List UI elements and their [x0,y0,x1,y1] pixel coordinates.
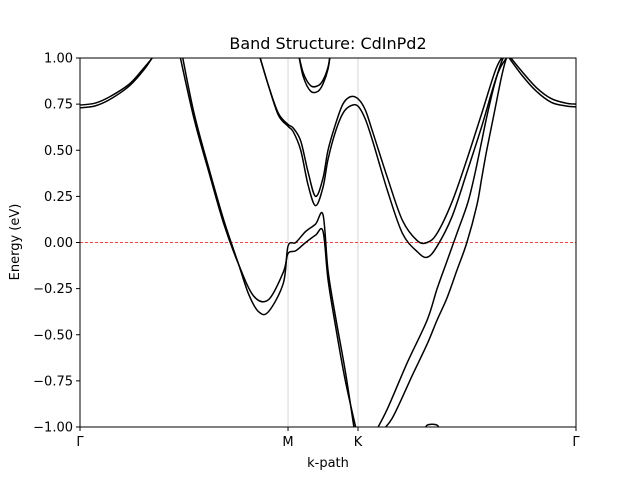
x-tick-label: M [282,435,293,450]
band-line-6 [259,58,508,259]
band-line-5 [259,58,503,245]
y-tick-label: −0.25 [33,282,73,297]
y-tick-label: 0.50 [44,144,73,159]
x-tick-label: Γ [76,435,84,450]
y-tick-label: −0.50 [33,328,73,343]
x-tick-label: K [354,435,363,450]
symmetry-grid-lines [287,58,359,427]
x-tick-label: Γ [572,435,580,450]
x-axis-label: k-path [307,456,349,471]
y-tick-label: −1.00 [33,421,73,436]
band-line-3 [179,58,357,427]
y-tick-label: 1.00 [44,52,73,67]
y-tick-label: 0.75 [44,98,73,113]
band-line-11 [424,423,440,427]
y-axis-ticks: 1.00 0.75 0.50 0.25 0.00 −0.25 −0.50 −0.75 −1.00 [33,52,80,436]
band-line-2 [80,58,153,109]
band-lines [80,58,576,427]
band-line-13 [508,58,576,108]
y-tick-label: 0.00 [44,236,73,251]
y-tick-label: 0.25 [44,190,73,205]
band-line-8 [298,58,331,94]
y-axis-label: Energy (eV) [8,204,23,281]
band-line-4 [182,58,355,427]
y-tick-label: −0.75 [33,374,73,389]
band-line-9 [377,58,504,427]
band-line-1 [80,58,154,106]
band-line-10 [384,58,508,427]
band-line-12 [510,58,576,105]
chart-title: Band Structure: CdInPd2 [229,34,426,53]
